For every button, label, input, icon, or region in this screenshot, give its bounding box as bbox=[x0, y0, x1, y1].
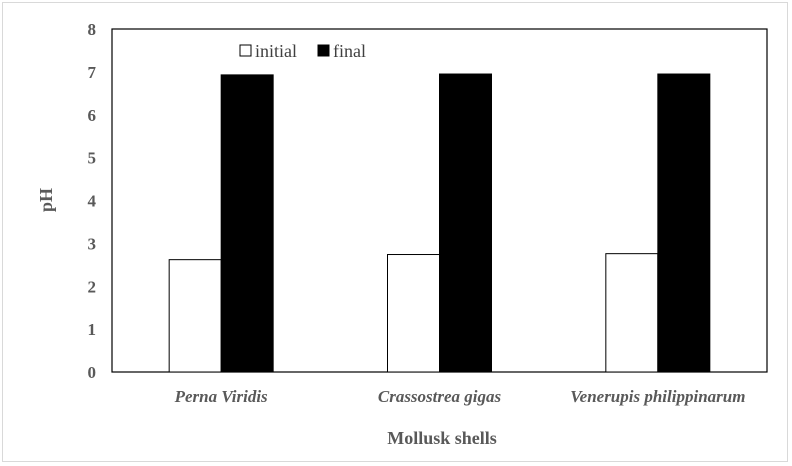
y-tick-label: 5 bbox=[88, 149, 97, 168]
y-tick-label: 7 bbox=[88, 63, 97, 82]
legend: initial final bbox=[239, 41, 366, 61]
bar-final bbox=[657, 73, 711, 373]
y-axis-title: pH bbox=[36, 188, 56, 212]
legend-label-initial: initial bbox=[255, 41, 297, 61]
bar-initial bbox=[387, 254, 440, 373]
y-tick-label: 1 bbox=[88, 320, 97, 339]
chart-frame bbox=[2, 2, 788, 462]
x-axis-title: Mollusk shells bbox=[387, 428, 497, 448]
bar-final bbox=[220, 74, 274, 373]
bars bbox=[168, 73, 711, 373]
legend-swatch-initial bbox=[239, 44, 252, 57]
bar-final bbox=[439, 73, 492, 373]
y-tick-label: 8 bbox=[88, 20, 97, 39]
bar-initial bbox=[605, 253, 659, 373]
x-axis-tick-labels: Perna Viridis Crassostrea gigas Venerupis … bbox=[174, 387, 746, 406]
y-tick-label: 6 bbox=[88, 106, 97, 125]
x-tick-label: Perna Viridis bbox=[174, 387, 268, 406]
legend-label-final: final bbox=[333, 41, 366, 61]
legend-swatch-final bbox=[317, 44, 330, 57]
y-tick-label: 0 bbox=[88, 363, 97, 382]
y-tick-label: 2 bbox=[88, 277, 97, 296]
x-tick-label: Venerupis philippinarum bbox=[570, 387, 745, 406]
y-axis-ticks: 0 1 2 3 4 5 6 7 8 bbox=[88, 20, 97, 382]
bar-initial bbox=[168, 259, 222, 373]
y-tick-label: 4 bbox=[88, 192, 97, 211]
y-tick-label: 3 bbox=[88, 234, 97, 253]
x-tick-label: Crassostrea gigas bbox=[378, 387, 502, 406]
